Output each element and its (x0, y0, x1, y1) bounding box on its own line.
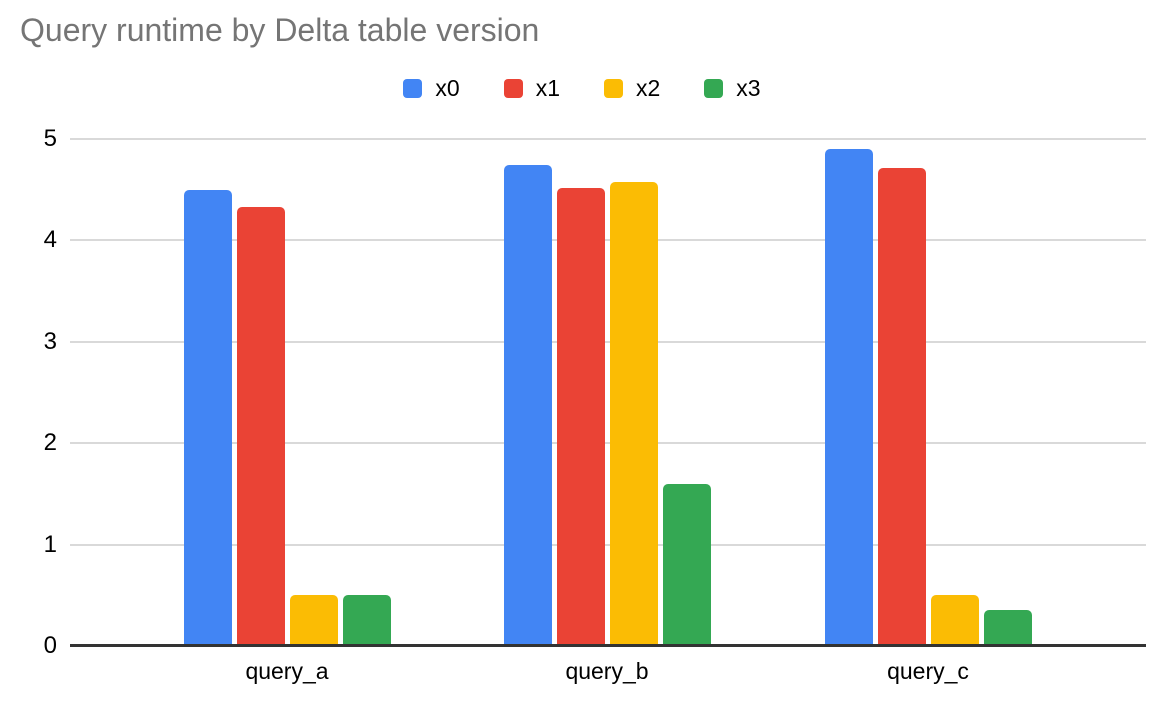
legend-label-x3: x3 (736, 75, 761, 101)
legend-swatch-x0 (403, 78, 423, 98)
bar-x0-query_b (503, 165, 552, 646)
gridline (70, 239, 1146, 242)
legend-label-x2: x2 (636, 75, 661, 101)
legend-swatch-x3 (704, 78, 724, 98)
gridline (70, 340, 1146, 343)
legend-label-x1: x1 (535, 75, 560, 101)
gridline (70, 138, 1146, 140)
bar-x3-query_a (342, 595, 391, 646)
y-tick-label: 1 (43, 530, 57, 558)
bar-x0-query_a (183, 189, 232, 646)
bar-x2-query_c (930, 595, 979, 646)
legend-item-x2: x2 (604, 76, 660, 100)
x-axis-line (70, 644, 1146, 647)
x-axis-label-query_b: query_b (565, 658, 649, 684)
legend-swatch-x1 (503, 78, 523, 98)
bar-x2-query_b (609, 181, 658, 646)
y-tick-label: 0 (43, 632, 57, 659)
bar-x1-query_b (556, 187, 605, 646)
gridline (70, 442, 1146, 445)
y-tick-label: 4 (43, 226, 57, 254)
chart-legend: x0 x1 x2 x3 (0, 76, 1164, 100)
y-tick-label: 3 (43, 327, 57, 355)
bar-x1-query_c (877, 168, 926, 646)
legend-label-x0: x0 (435, 75, 460, 101)
y-tick-label: 2 (43, 429, 57, 457)
legend-item-x0: x0 (403, 75, 460, 101)
legend-item-x1: x1 (503, 75, 560, 101)
chart-title: Query runtime by Delta table version (20, 12, 540, 48)
plot-area (70, 138, 1146, 647)
y-tick-label: 5 (43, 125, 57, 152)
legend-swatch-x2 (604, 78, 623, 98)
bar-x3-query_b (662, 483, 711, 646)
x-axis-label-query_a: query_a (245, 658, 329, 684)
legend-item-x3: x3 (704, 75, 761, 101)
bar-x0-query_c (824, 149, 873, 646)
x-axis-label-query_c: query_c (887, 658, 969, 684)
gridline (70, 543, 1146, 546)
bar-x2-query_a (289, 595, 338, 646)
bar-x1-query_a (236, 206, 285, 646)
bar-x3-query_c (983, 609, 1032, 646)
